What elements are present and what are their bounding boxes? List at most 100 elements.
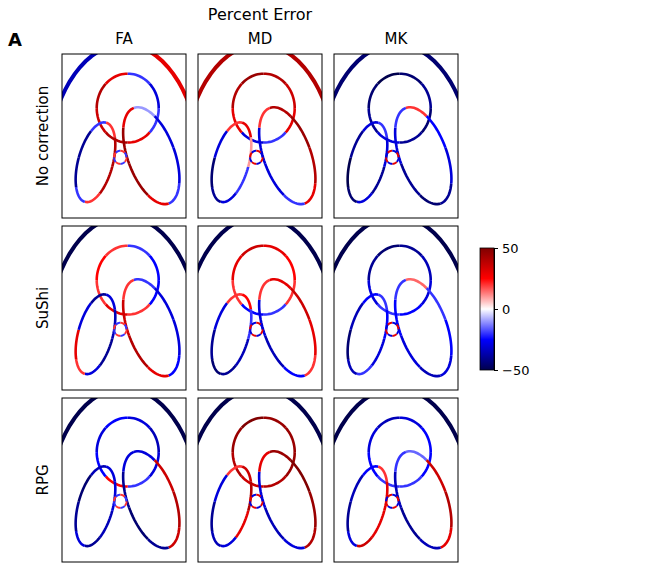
rim-segment [363, 466, 378, 475]
rim-segment [378, 418, 400, 428]
rim-segment [384, 137, 387, 166]
rim-segment [76, 158, 79, 187]
rim-segment [445, 492, 451, 528]
rim-segment [114, 329, 116, 334]
rim-segment [420, 195, 441, 204]
tick-label: 50 [502, 241, 519, 256]
rim-segment [395, 280, 406, 300]
rim-segment [259, 300, 265, 336]
panel-marks [198, 54, 322, 204]
rim-segment [100, 339, 112, 366]
rim-segment [248, 137, 251, 166]
rim-segment [100, 511, 112, 538]
skull-edge [334, 54, 370, 150]
rim-segment [369, 256, 378, 280]
rim-segment [150, 428, 159, 452]
rim-segment [236, 511, 248, 538]
rim-segment [155, 460, 174, 491]
rim-segment [378, 246, 400, 256]
rim-segment [215, 131, 227, 158]
rim-segment [227, 122, 242, 131]
rim-segment [123, 472, 129, 508]
panel-marks [334, 54, 458, 204]
rim-segment [392, 506, 396, 508]
rim-segment [134, 451, 155, 460]
rim-segment [125, 153, 127, 158]
rim-segment [106, 246, 128, 256]
rim-segment [309, 320, 315, 356]
rim-segment [128, 246, 150, 256]
rim-segment [129, 336, 148, 367]
rim-segment [291, 116, 310, 147]
skull-edge [150, 398, 186, 494]
rim-segment [406, 451, 427, 460]
rim-segment [441, 356, 452, 376]
rim-segment [256, 334, 260, 336]
rim-segment [112, 481, 115, 510]
rim-segment [445, 148, 451, 184]
rim-segment [252, 151, 256, 153]
rim-segment [395, 108, 406, 128]
rim-segment [305, 184, 316, 204]
rim-segment [378, 295, 387, 310]
rim-segment [212, 502, 215, 531]
rim-segment [397, 501, 399, 506]
rim-segment [256, 162, 260, 164]
rim-segment [85, 193, 100, 202]
rim-segment [116, 162, 120, 164]
panel-background [334, 54, 458, 218]
panel-marks [62, 54, 186, 204]
rim-segment [242, 295, 251, 310]
panel-background [334, 398, 458, 562]
skull-edge [422, 398, 458, 494]
rim-segment [173, 148, 179, 184]
rim-segment [123, 128, 129, 164]
rim-segment [309, 492, 315, 528]
rim-segment [261, 325, 263, 330]
skull-edge [286, 226, 322, 322]
rim-segment [242, 246, 264, 256]
rim-segment [169, 184, 180, 204]
rim-segment [134, 279, 155, 288]
rim-segment [76, 187, 85, 202]
rim-segment [395, 128, 401, 164]
rim-segment [212, 330, 215, 359]
rim-segment [212, 187, 221, 202]
skull-edge [198, 226, 234, 322]
rim-segment [212, 359, 221, 374]
rim-segment [422, 84, 431, 108]
rim-segment [76, 330, 79, 359]
rim-segment [286, 84, 295, 108]
rim-segment [392, 323, 396, 325]
panel-frame [334, 54, 458, 218]
rim-segment [97, 452, 106, 476]
rim-segment [97, 108, 106, 132]
rim-segment [129, 508, 148, 539]
rim-segment [112, 137, 115, 166]
tick: 0 [494, 302, 510, 317]
rim-segment [400, 418, 422, 428]
rim-segment [400, 304, 422, 314]
rim-segment [357, 365, 372, 374]
rim-segment [150, 256, 159, 280]
rim-segment [125, 501, 127, 506]
rim-segment [252, 323, 256, 325]
rim-segment [378, 74, 400, 84]
rim-segment [233, 84, 242, 108]
rim-segment [348, 502, 351, 531]
rim-segment [259, 128, 265, 164]
rim-segment [386, 497, 388, 502]
panel-label: A [8, 29, 22, 50]
rim-segment [351, 131, 363, 158]
skull-edge [150, 226, 186, 322]
row-title: RPG [34, 464, 52, 495]
rim-segment [395, 300, 401, 336]
rim-segment [388, 495, 392, 497]
rim-segment [348, 330, 351, 359]
rim-segment [441, 528, 452, 548]
rim-segment [388, 506, 392, 508]
rim-segment [397, 497, 399, 502]
panel-frame [198, 398, 322, 562]
rim-segment [270, 279, 291, 288]
rim-segment [270, 107, 291, 116]
